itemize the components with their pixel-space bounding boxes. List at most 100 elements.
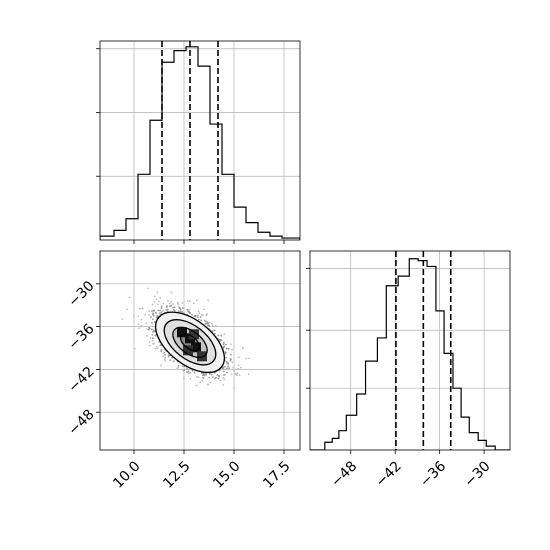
scatter-point [139, 307, 142, 310]
scatter-point [170, 291, 173, 294]
scatter-point [207, 299, 210, 302]
scatter-point [148, 344, 151, 347]
tick-marks [96, 283, 285, 454]
scatter-point [133, 347, 136, 350]
x-tick-label: 12.5 [160, 458, 193, 491]
scatter-point [159, 309, 162, 312]
scatter-point [217, 377, 220, 380]
scatter-point [154, 347, 157, 350]
scatter-point [186, 300, 189, 302]
scatter-point [153, 321, 156, 323]
scatter-point [208, 376, 211, 379]
scatter-point [154, 334, 157, 337]
scatter-point [193, 371, 196, 374]
scatter-point [148, 327, 151, 330]
scatter-point [224, 352, 227, 355]
scatter-point [152, 343, 155, 345]
scatter-point [169, 359, 171, 362]
scatter-point [177, 305, 180, 308]
scatter-point [224, 365, 227, 368]
scatter-point [187, 372, 190, 375]
scatter-point [149, 337, 152, 340]
scatter-point [216, 374, 219, 376]
scatter-point [203, 374, 205, 376]
scatter-point [203, 319, 206, 322]
scatter-point [128, 296, 131, 299]
scatter-point [197, 376, 200, 378]
scatter-point [170, 304, 173, 307]
scatter-point [200, 319, 203, 322]
scatter-point [151, 303, 154, 306]
scatter-point [183, 377, 185, 379]
scatter-point [214, 332, 216, 335]
scatter-point [181, 302, 184, 304]
scatter-point [214, 324, 217, 327]
scatter-point [176, 367, 179, 370]
scatter-point [181, 365, 184, 367]
scatter-point [172, 306, 175, 309]
scatter-point [233, 370, 236, 372]
scatter-point [173, 306, 176, 308]
scatter-point [121, 318, 124, 320]
x-tick-label: 17.5 [260, 458, 293, 491]
scatter-point [155, 298, 158, 301]
scatter-point [177, 303, 180, 305]
scatter-point [152, 337, 154, 340]
scatter-point [223, 373, 226, 376]
scatter-point [223, 345, 226, 348]
scatter-point [218, 338, 221, 341]
scatter-point [195, 299, 198, 302]
scatter-point [171, 356, 174, 359]
scatter-point [177, 365, 180, 367]
scatter-point [206, 313, 208, 315]
scatter-point [232, 366, 235, 369]
scatter-point [157, 303, 159, 306]
scatter-point [162, 302, 165, 305]
scatter-point [169, 305, 171, 307]
scatter-point [220, 334, 223, 337]
scatter-point [155, 312, 157, 314]
scatter-point [158, 312, 161, 315]
scatter-point [170, 300, 173, 303]
scatter-point [231, 361, 234, 364]
scatter-point [223, 341, 225, 344]
scatter-point [199, 316, 202, 318]
scatter-point [230, 373, 233, 376]
contour-line [179, 333, 201, 352]
tick-marks [96, 48, 285, 244]
scatter-point [144, 313, 147, 316]
scatter-point [166, 308, 169, 311]
scatter-point [193, 315, 196, 318]
scatter-point [211, 324, 214, 327]
scatter-point [238, 356, 240, 358]
scatter-point [189, 378, 192, 380]
scatter-point [218, 375, 221, 378]
scatter-point [234, 372, 237, 375]
scatter-point [152, 318, 154, 321]
scatter-point [233, 387, 236, 389]
scatter-point [147, 287, 149, 290]
scatter-point [199, 381, 202, 384]
scatter-point [160, 305, 163, 308]
scatter-point [152, 314, 155, 317]
histogram-step [310, 258, 510, 450]
scatter-point [179, 310, 182, 313]
scatter-point [167, 354, 170, 357]
scatter-point [152, 331, 155, 333]
scatter-point [158, 300, 160, 303]
histogram-outline [100, 46, 300, 240]
scatter-point [153, 301, 156, 303]
scatter-point [156, 347, 159, 350]
scatter-point [126, 308, 129, 311]
scatter-point [213, 329, 216, 332]
scatter-point [161, 310, 164, 312]
scatter-point [137, 323, 140, 326]
scatter-point [140, 318, 143, 321]
scatter-point [160, 307, 163, 310]
scatter-point [164, 359, 167, 362]
scatter-point [229, 358, 232, 360]
scatter-point [195, 376, 198, 378]
scatter-point [205, 322, 208, 325]
scatter-point [187, 310, 190, 313]
scatter-point [212, 330, 214, 332]
